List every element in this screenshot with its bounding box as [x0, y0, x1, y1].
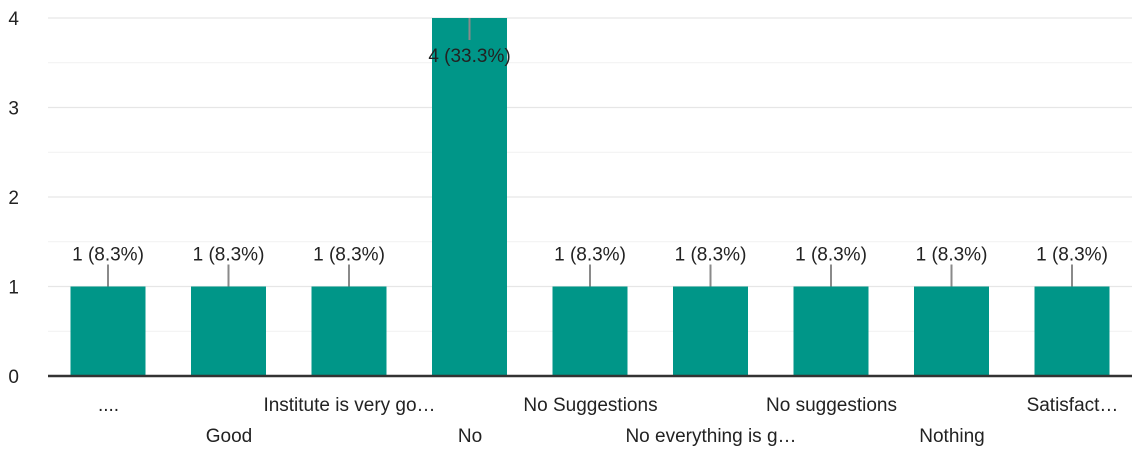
bar [793, 286, 869, 376]
data-label: 1 (8.3%) [675, 245, 747, 266]
bar [914, 286, 989, 376]
data-label: 1 (8.3%) [313, 245, 385, 266]
x-category-label: Good [206, 426, 252, 447]
y-tick-label: 0 [8, 367, 19, 388]
x-category-label: Nothing [919, 426, 985, 447]
data-label: 4 (33.3%) [428, 46, 510, 67]
data-label: 1 (8.3%) [193, 245, 265, 266]
x-category-label: .... [98, 395, 119, 416]
x-category-label: No everything is g… [625, 426, 796, 447]
x-category-label: No suggestions [766, 395, 897, 416]
bar [311, 286, 387, 376]
bar [552, 286, 628, 376]
x-category-label: No Suggestions [523, 395, 657, 416]
data-label: 1 (8.3%) [554, 245, 626, 266]
category-labels: .... Good Institute is very go… No No Sugges… [98, 395, 1119, 447]
data-label: 1 (8.3%) [1036, 245, 1108, 266]
bar [191, 286, 266, 376]
bars [70, 18, 1110, 376]
y-axis-ticks: 0 1 2 3 4 [8, 9, 19, 388]
label-leaders [107, 18, 1073, 287]
y-tick-label: 3 [8, 99, 19, 120]
y-tick-label: 4 [8, 9, 19, 30]
data-label: 1 (8.3%) [795, 245, 867, 266]
bar [70, 286, 146, 376]
data-labels: 1 (8.3%) 1 (8.3%) 1 (8.3%) 4 (33.3%) 1 (8.3%… [72, 46, 1108, 266]
x-category-label: Satisfact… [1027, 395, 1119, 416]
data-label: 1 (8.3%) [916, 245, 988, 266]
bar [432, 18, 507, 376]
x-category-label: Institute is very go… [263, 395, 435, 416]
bar [1034, 286, 1110, 376]
y-tick-label: 1 [8, 278, 19, 299]
y-tick-label: 2 [8, 188, 19, 209]
data-label: 1 (8.3%) [72, 245, 144, 266]
bar [673, 286, 748, 376]
x-category-label: No [458, 426, 482, 447]
